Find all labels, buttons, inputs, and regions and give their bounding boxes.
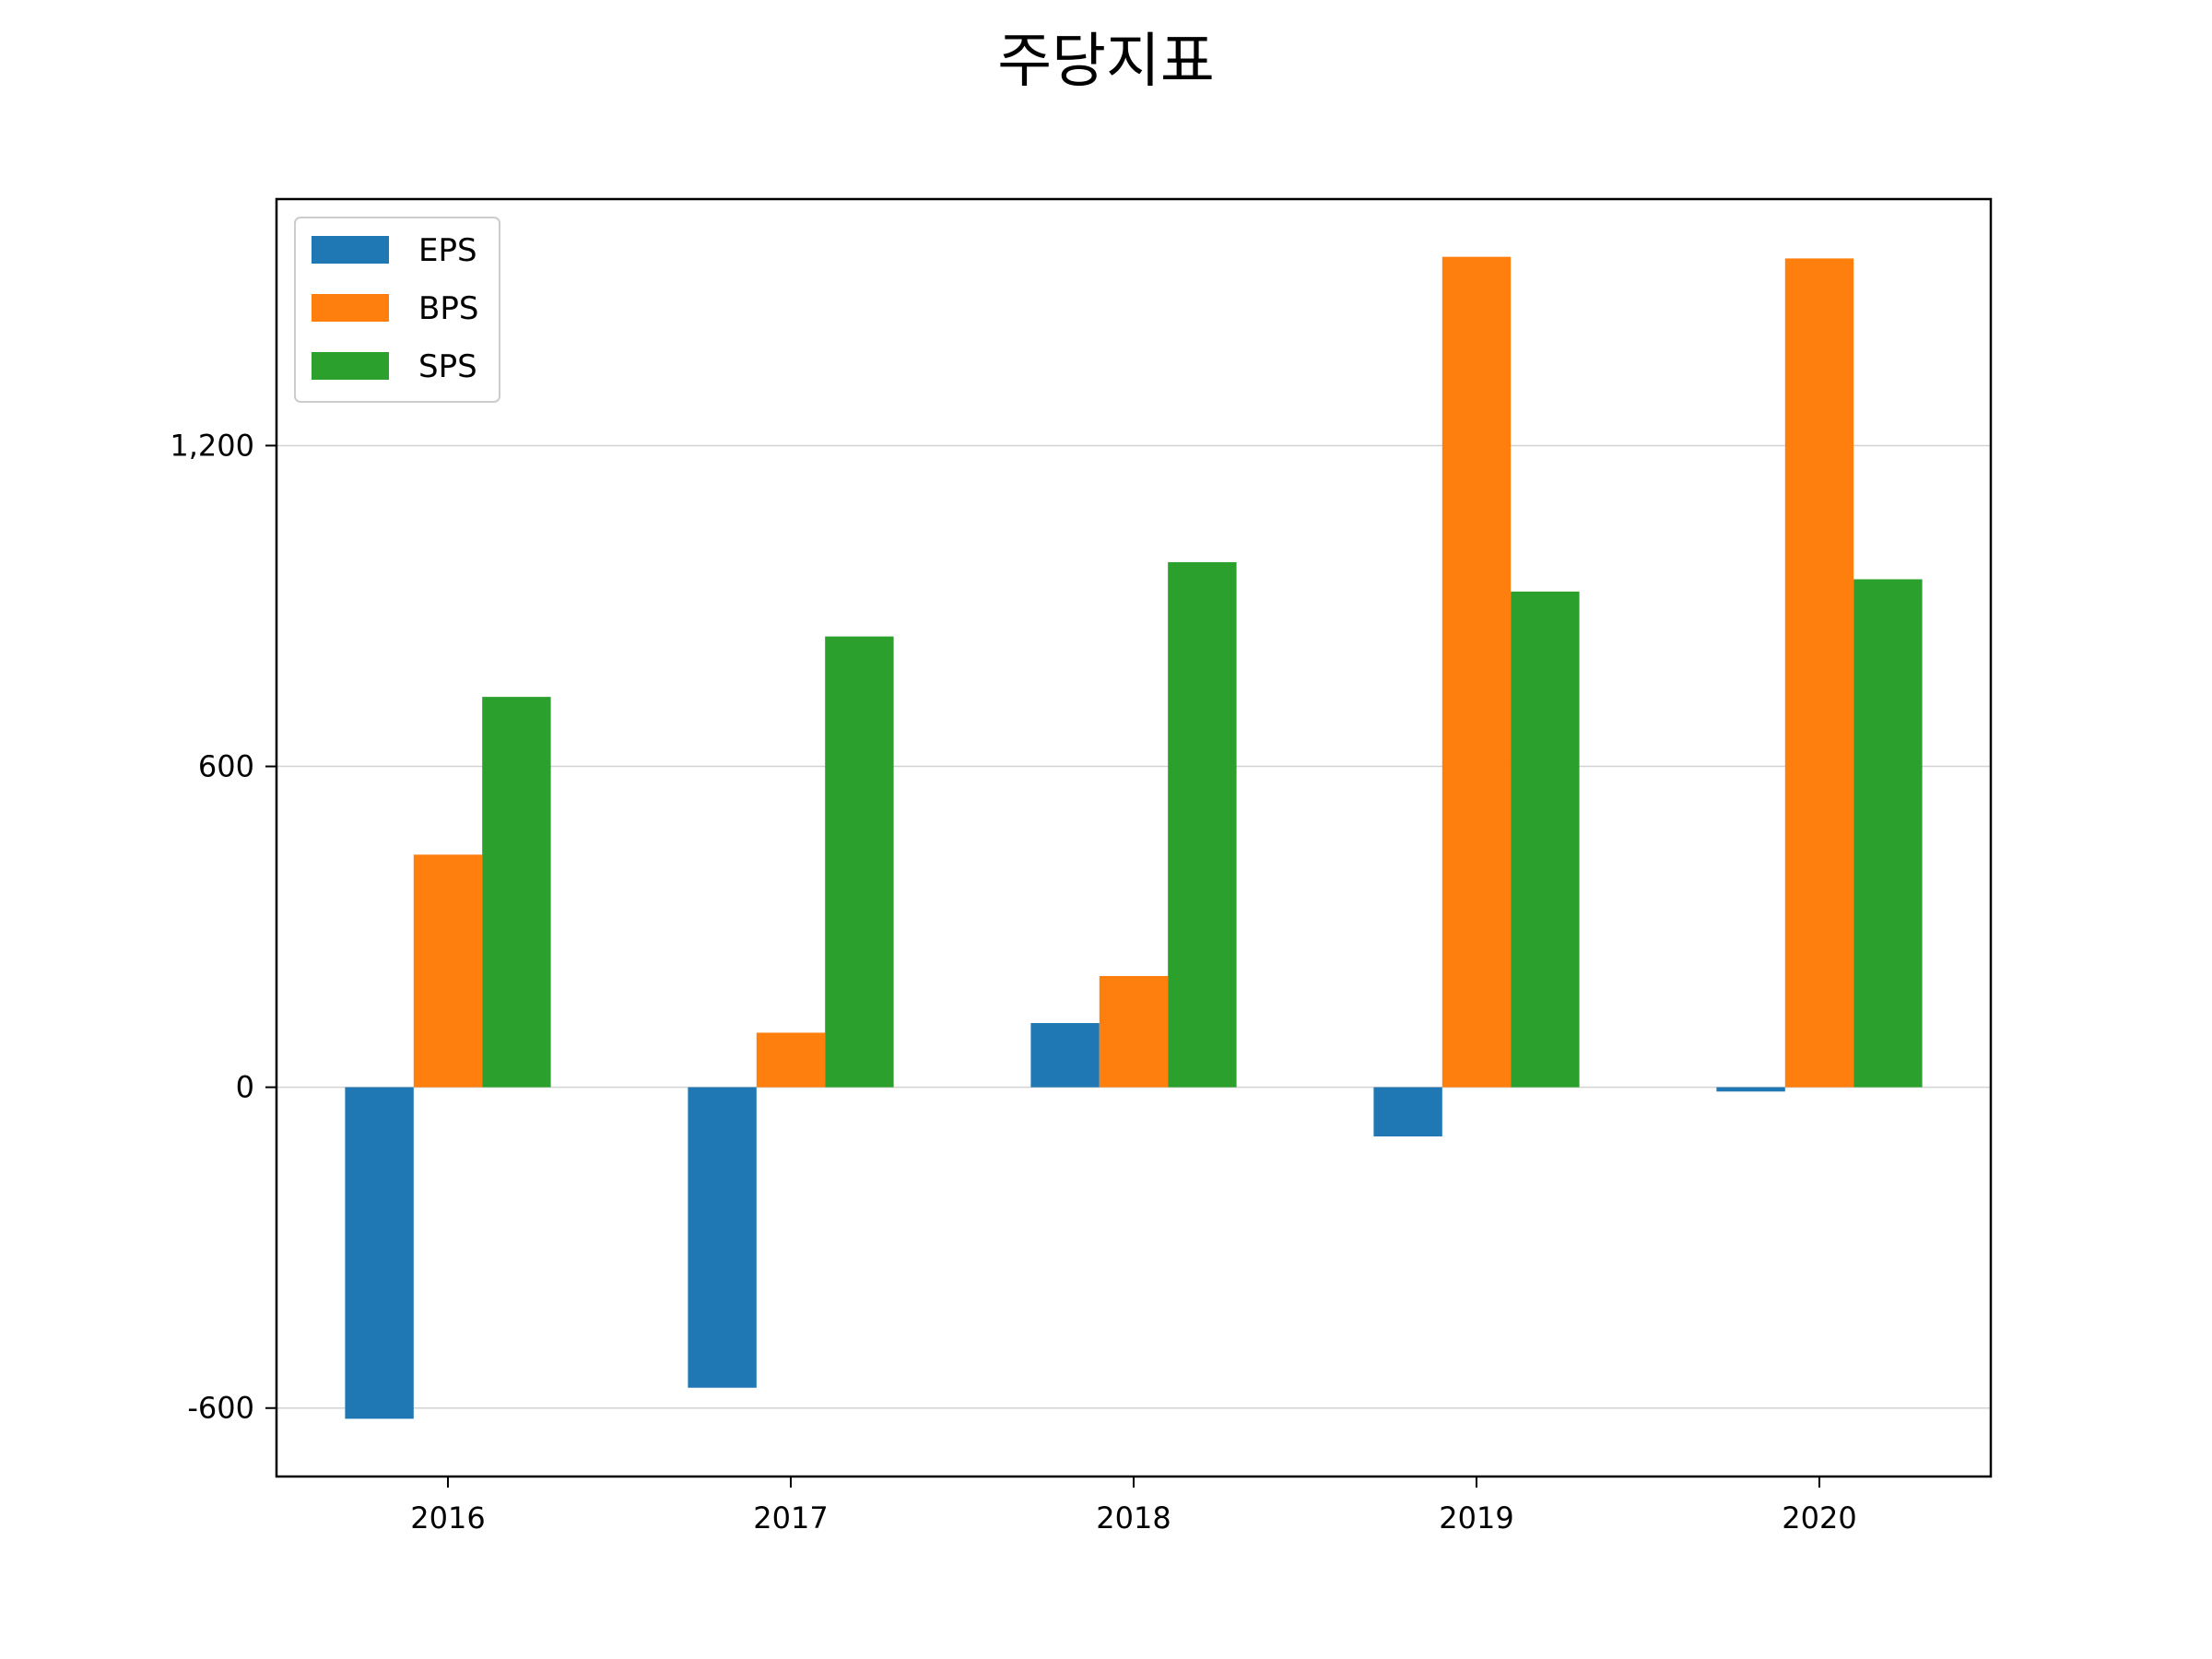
bar-eps-2017 — [688, 1087, 757, 1388]
x-tick-label: 2018 — [1096, 1500, 1171, 1535]
bar-sps-2016 — [482, 697, 551, 1088]
bar-sps-2019 — [1511, 591, 1580, 1088]
bar-bps-2020 — [1784, 258, 1854, 1088]
chart-title: 주당지표 — [997, 28, 1215, 96]
y-tick-label: 600 — [198, 749, 254, 784]
y-tick-label: 1,200 — [170, 428, 254, 463]
bar-sps-2020 — [1853, 579, 1923, 1088]
bar-eps-2019 — [1373, 1087, 1442, 1137]
y-tick-label: -600 — [187, 1391, 254, 1426]
legend-swatch-sps — [312, 352, 389, 380]
bar-bps-2016 — [413, 854, 483, 1088]
bar-sps-2018 — [1168, 561, 1237, 1088]
bar-bps-2019 — [1441, 256, 1512, 1088]
legend-swatch-eps — [312, 236, 389, 264]
legend-swatch-bps — [312, 294, 389, 322]
x-tick-label: 2019 — [1439, 1500, 1513, 1535]
bar-bps-2018 — [1099, 975, 1169, 1088]
x-tick-label: 2017 — [753, 1500, 828, 1535]
x-axis: 2016 2017 2018 2019 2020 — [410, 1477, 1857, 1535]
bar-eps-2020 — [1716, 1087, 1785, 1092]
plot-area: -600 0 600 1,200 2016 2017 2018 2019 2020 — [170, 197, 1993, 1535]
legend: EPS BPS SPS — [294, 217, 500, 403]
legend-label-sps: SPS — [418, 348, 477, 385]
bars-layer — [345, 256, 1923, 1419]
y-axis: -600 0 600 1,200 — [170, 428, 276, 1426]
legend-label-bps: BPS — [418, 290, 478, 327]
plot-background — [276, 199, 1991, 1477]
y-tick-label: 0 — [236, 1070, 254, 1105]
bar-eps-2018 — [1030, 1023, 1100, 1088]
bar-eps-2016 — [345, 1087, 414, 1419]
legend-label-eps: EPS — [418, 232, 477, 269]
bar-bps-2017 — [756, 1032, 826, 1088]
x-tick-label: 2016 — [410, 1500, 485, 1535]
grid-layer — [276, 444, 1991, 1409]
bar-sps-2017 — [825, 636, 894, 1088]
x-tick-label: 2020 — [1782, 1500, 1856, 1535]
